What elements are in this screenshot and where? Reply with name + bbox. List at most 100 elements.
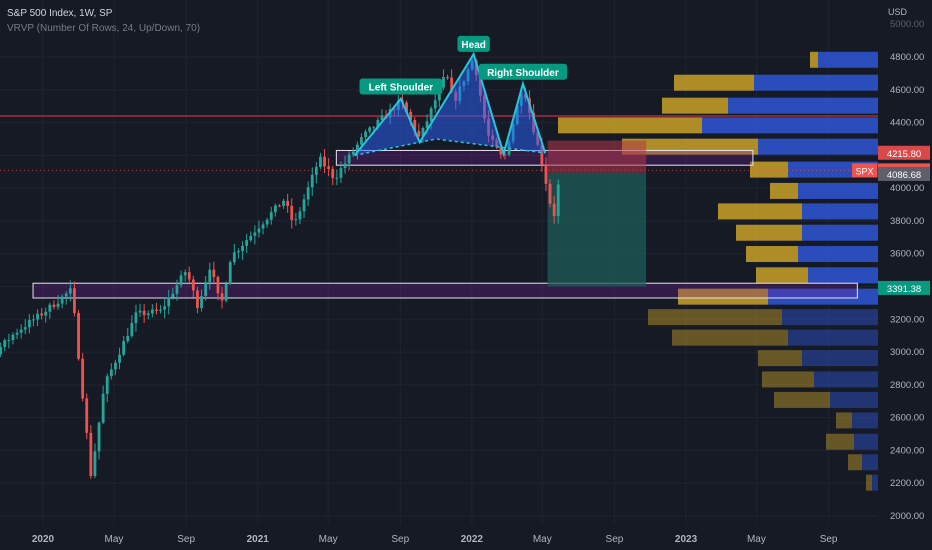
candle-body bbox=[93, 451, 97, 476]
candle-body bbox=[32, 319, 35, 321]
time-axis[interactable]: 2020 May Sep 2021 May Sep 2022 May Sep 2023 May Sep bbox=[32, 534, 838, 545]
pattern-outline[interactable] bbox=[353, 51, 547, 158]
stop-loss-area[interactable] bbox=[547, 140, 647, 173]
candle-body bbox=[0, 347, 3, 355]
candle-body bbox=[327, 166, 331, 170]
candle-body bbox=[232, 252, 236, 263]
candle-body bbox=[3, 340, 7, 348]
candle-body bbox=[196, 290, 199, 309]
indicator-legend[interactable]: VRVP (Number Of Rows, 24, Up/Down, 70) bbox=[7, 23, 201, 34]
volume-profile-down-bar bbox=[810, 51, 818, 68]
candle-body bbox=[306, 187, 310, 200]
upper-zone-price-tag: 4215.80 bbox=[887, 149, 921, 160]
candle-body bbox=[27, 319, 31, 328]
candle-body bbox=[351, 151, 355, 155]
candle-body bbox=[187, 272, 191, 280]
x-tick-label: May bbox=[747, 534, 766, 545]
y-tick-label: 3600.00 bbox=[890, 249, 924, 260]
candle-body bbox=[228, 262, 232, 284]
short-position-tool[interactable] bbox=[547, 140, 647, 287]
volume-profile-up-bar bbox=[802, 203, 878, 220]
candle-body bbox=[167, 297, 171, 307]
candle-body bbox=[64, 293, 68, 297]
candle-body bbox=[278, 205, 281, 207]
candle-body bbox=[134, 312, 138, 323]
volume-profile-up-bar bbox=[862, 454, 878, 471]
candle-body bbox=[257, 228, 261, 233]
volume-profile-down-bar bbox=[672, 329, 788, 346]
pattern-annotations[interactable]: Left Shoulder Head Right Shoulder bbox=[359, 35, 568, 95]
candle-body bbox=[360, 137, 363, 145]
candle-body bbox=[355, 144, 359, 152]
candle-body bbox=[68, 288, 72, 294]
volume-profile-down-bar bbox=[836, 412, 852, 429]
candle-body bbox=[73, 288, 76, 314]
volume-profile-down-bar bbox=[848, 454, 862, 471]
neckline[interactable] bbox=[354, 138, 546, 157]
candle-body bbox=[425, 121, 429, 129]
candle-body bbox=[52, 304, 56, 307]
candle-body bbox=[36, 313, 39, 320]
grid-lines bbox=[0, 0, 878, 525]
pattern-fill[interactable] bbox=[354, 54, 546, 156]
y-tick-label: 4000.00 bbox=[890, 183, 924, 194]
candle-body bbox=[237, 251, 240, 253]
candle-body bbox=[343, 163, 347, 169]
volume-profile-up-bar bbox=[854, 433, 878, 450]
candle-body bbox=[109, 369, 113, 377]
candle-body bbox=[552, 203, 556, 216]
close-price-tag: 4086.68 bbox=[887, 170, 921, 181]
symbol-tag: SPX bbox=[855, 166, 873, 176]
candle-body bbox=[40, 313, 44, 316]
candle-body bbox=[540, 144, 544, 165]
volume-profile-down-bar bbox=[756, 267, 808, 284]
annotation-label[interactable]: Left Shoulder bbox=[369, 83, 434, 94]
candle-body bbox=[556, 184, 560, 216]
candle-body bbox=[380, 115, 384, 120]
volume-profile-up-bar bbox=[798, 246, 878, 263]
annotation-label[interactable]: Head bbox=[461, 40, 485, 51]
candle-body bbox=[171, 293, 175, 298]
y-tick-label: 3800.00 bbox=[890, 216, 924, 227]
volume-profile-up-bar bbox=[768, 288, 878, 305]
candle-body bbox=[114, 362, 117, 370]
annotation-label-box[interactable] bbox=[359, 78, 443, 95]
candle-body bbox=[212, 269, 216, 278]
volume-profile-down-bar bbox=[648, 309, 782, 326]
candle-body bbox=[105, 376, 109, 394]
candle-body bbox=[372, 127, 376, 129]
candle-body bbox=[364, 131, 367, 138]
volume-profile-down-bar bbox=[826, 433, 854, 450]
candle-body bbox=[335, 177, 339, 179]
volume-profile-up-bar bbox=[788, 329, 878, 346]
volume-profile-down-bar bbox=[746, 246, 798, 263]
candle-body bbox=[130, 322, 134, 337]
x-tick-label: 2020 bbox=[32, 534, 55, 545]
candle-body bbox=[216, 277, 220, 294]
annotation-label-box[interactable] bbox=[457, 35, 490, 52]
volume-profile-up-bar bbox=[802, 350, 878, 367]
y-tick-label: 5000.00 bbox=[890, 19, 924, 30]
price-zone-rectangle[interactable] bbox=[32, 282, 858, 299]
volume-profile-down-bar bbox=[774, 391, 830, 408]
candle-body bbox=[450, 77, 454, 92]
candle-body bbox=[159, 309, 162, 311]
volume-profile-down-bar bbox=[678, 288, 768, 305]
support-resistance-zones[interactable] bbox=[0, 115, 878, 299]
candle-body bbox=[245, 240, 249, 246]
annotation-label[interactable]: Right Shoulder bbox=[487, 68, 559, 79]
symbol-title[interactable]: S&P 500 Index, 1W, SP bbox=[7, 8, 113, 19]
candle-body bbox=[138, 310, 142, 313]
candle-body bbox=[163, 306, 167, 310]
candle-body bbox=[48, 304, 52, 312]
head-and-shoulders-pattern[interactable] bbox=[353, 51, 547, 158]
candle-body bbox=[310, 174, 314, 188]
candle-body bbox=[179, 275, 183, 286]
symbol-tag-box bbox=[852, 163, 877, 178]
take-profit-area[interactable] bbox=[547, 172, 647, 287]
annotation-label-box[interactable] bbox=[478, 63, 568, 80]
y-tick-label: 2400.00 bbox=[890, 445, 924, 456]
x-tick-label: May bbox=[319, 534, 338, 545]
